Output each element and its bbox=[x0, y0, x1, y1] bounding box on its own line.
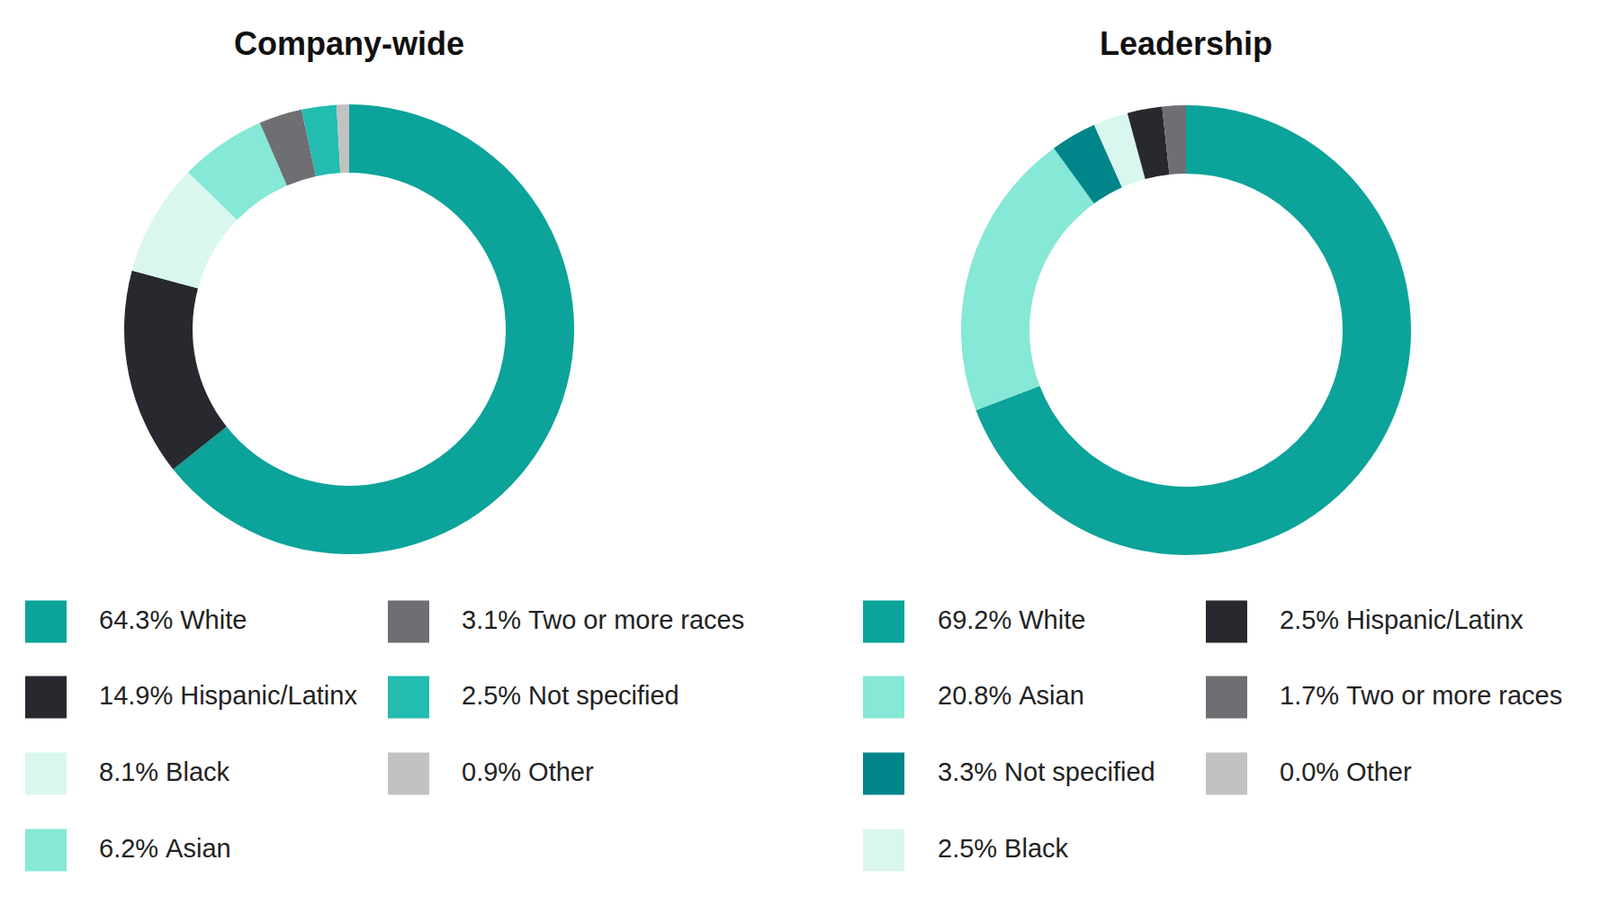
legend-category: Asian bbox=[165, 834, 232, 863]
legend-swatch bbox=[387, 676, 430, 720]
legend-value: 14.9% bbox=[98, 681, 173, 711]
legend-value: 8.1% bbox=[98, 757, 159, 787]
legend-value: 20.8% bbox=[937, 681, 1012, 711]
legend-swatch bbox=[387, 753, 430, 796]
legend-label: 64.3%White bbox=[98, 605, 247, 635]
slice bbox=[1127, 106, 1170, 180]
legend-swatch bbox=[25, 601, 67, 644]
legend: 64.3%White 14.9%Hispanic/Latinx 8.1%Black 6… bbox=[25, 601, 745, 872]
legend-label: 1.7%Two or more races bbox=[1279, 681, 1563, 711]
legend-category: Two or more races bbox=[1346, 681, 1563, 711]
legend: 69.2%White 20.8%Asian 3.3%Not specified 2.5… bbox=[862, 601, 1563, 872]
legend-label: 20.8%Asian bbox=[937, 681, 1085, 711]
legend-value: 3.1% bbox=[461, 605, 522, 635]
legend-category: Other bbox=[528, 757, 594, 787]
donut-chart: Company-wide 64.3%White 14.9%Hispanic/Lati… bbox=[25, 25, 745, 872]
legend-value: 64.3% bbox=[98, 605, 173, 635]
legend-value: 69.2% bbox=[937, 605, 1012, 635]
legend-swatch bbox=[25, 753, 67, 796]
slice bbox=[336, 104, 350, 173]
chart-title: Company-wide bbox=[233, 25, 465, 63]
slice bbox=[1161, 105, 1187, 175]
legend-swatch bbox=[1205, 601, 1248, 644]
legend-swatch bbox=[862, 676, 905, 720]
legend-value: 2.5% bbox=[1279, 605, 1340, 635]
legend-value: 6.2% bbox=[98, 834, 159, 863]
legend-swatch bbox=[387, 601, 430, 644]
legend-label: 2.5%Hispanic/Latinx bbox=[1279, 605, 1524, 635]
legend-swatch bbox=[1205, 676, 1248, 720]
legend-label: 0.9%Other bbox=[461, 757, 594, 787]
canvas: Company-wide64.3%White14.9%Hispanic/Lati… bbox=[0, 0, 1600, 914]
legend-label: 8.1%Black bbox=[98, 757, 231, 787]
slices bbox=[124, 104, 575, 555]
legend-category: White bbox=[179, 605, 247, 635]
legend-value: 3.3% bbox=[937, 757, 998, 787]
legend-category: Asian bbox=[1018, 681, 1085, 711]
legend-swatch bbox=[1205, 753, 1248, 796]
legend-label: 2.5%Black bbox=[937, 834, 1070, 863]
legend-category: Black bbox=[1004, 834, 1069, 863]
legend-category: Two or more races bbox=[528, 605, 745, 635]
legend-swatch bbox=[862, 829, 905, 872]
legend-value: 2.5% bbox=[937, 834, 998, 863]
chart-title: Leadership bbox=[1099, 25, 1273, 63]
legend-category: Hispanic/Latinx bbox=[179, 681, 358, 711]
legend-value: 0.0% bbox=[1279, 757, 1340, 787]
donut-chart: Leadership 69.2%White 20.8%Asian 3.3%Not sp… bbox=[862, 25, 1563, 872]
legend-value: 2.5% bbox=[461, 681, 522, 711]
legend-label: 3.1%Two or more races bbox=[461, 605, 745, 635]
slice bbox=[124, 270, 227, 470]
legend-swatch bbox=[862, 601, 905, 644]
legend-category: Hispanic/Latinx bbox=[1346, 605, 1524, 635]
legend-label: 69.2%White bbox=[937, 605, 1086, 635]
legend-category: Black bbox=[165, 757, 230, 787]
legend-category: Other bbox=[1346, 757, 1412, 787]
legend-label: 14.9%Hispanic/Latinx bbox=[98, 681, 358, 711]
legend-value: 1.7% bbox=[1279, 681, 1340, 711]
legend-category: Not specified bbox=[528, 681, 680, 711]
legend-swatch bbox=[862, 753, 905, 796]
slice bbox=[172, 104, 575, 555]
legend-value: 0.9% bbox=[461, 757, 522, 787]
legend-category: White bbox=[1018, 605, 1086, 635]
legend-category: Not specified bbox=[1004, 757, 1156, 787]
legend-label: 6.2%Asian bbox=[98, 834, 232, 863]
legend-label: 0.0%Other bbox=[1279, 757, 1412, 787]
legend-swatch bbox=[25, 676, 67, 720]
slice bbox=[301, 104, 341, 177]
slices bbox=[961, 105, 1412, 556]
legend-label: 3.3%Not specified bbox=[937, 757, 1156, 787]
legend-label: 2.5%Not specified bbox=[461, 681, 680, 711]
slice bbox=[961, 148, 1095, 411]
legend-swatch bbox=[25, 829, 67, 872]
